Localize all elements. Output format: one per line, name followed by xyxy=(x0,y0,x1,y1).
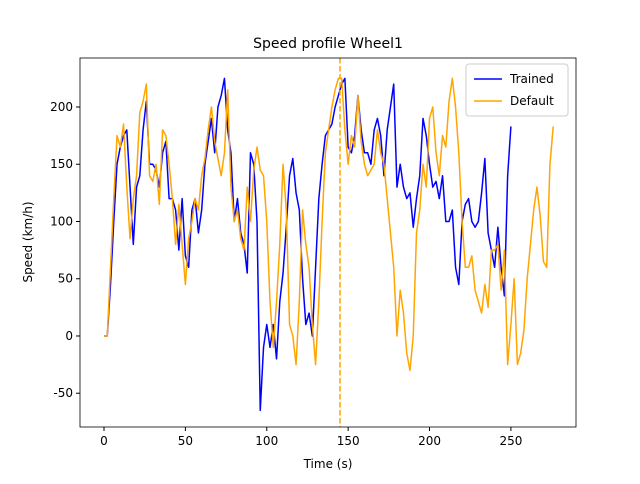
y-axis-label: Speed (km/h) xyxy=(21,201,35,282)
legend-box xyxy=(465,63,569,117)
x-tick-label: 200 xyxy=(418,434,441,448)
y-tick-label: -50 xyxy=(53,386,73,400)
y-tick-label: 0 xyxy=(65,329,73,343)
x-tick-label: 0 xyxy=(100,434,108,448)
y-tick-label: 150 xyxy=(50,157,73,171)
x-tick-label: 50 xyxy=(178,434,193,448)
x-tick-label: 250 xyxy=(499,434,522,448)
chart-title: Speed profile Wheel1 xyxy=(253,36,403,52)
plot-frame xyxy=(79,57,577,428)
x-axis-label: Time (s) xyxy=(303,457,353,471)
legend-label: Default xyxy=(510,94,554,108)
y-tick-label: 100 xyxy=(50,214,73,228)
x-tick-label: 150 xyxy=(337,434,360,448)
x-tick-label: 100 xyxy=(255,434,278,448)
legend-label: Trained xyxy=(509,72,554,86)
series-line xyxy=(104,77,554,372)
y-tick-label: 200 xyxy=(50,100,73,114)
y-tick-label: 50 xyxy=(58,272,73,286)
